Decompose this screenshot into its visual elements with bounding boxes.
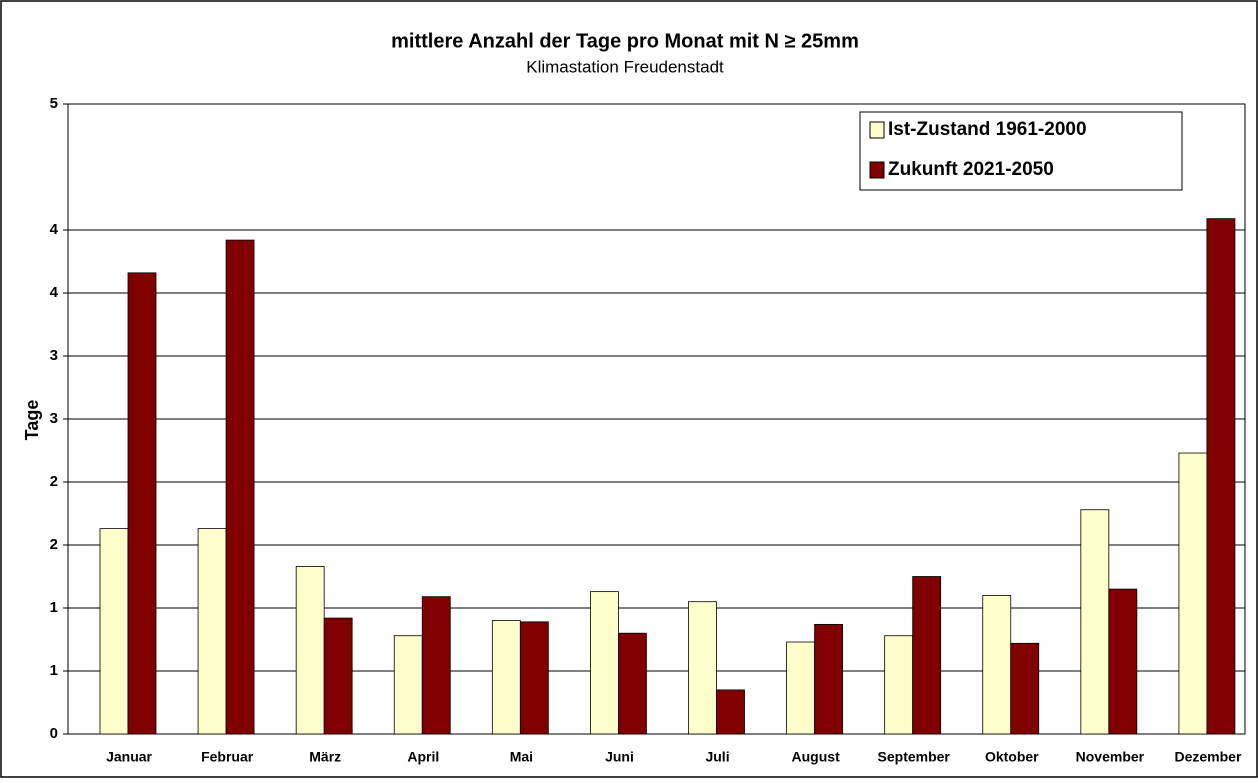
bar — [295, 566, 325, 735]
legend-swatch — [869, 121, 885, 139]
bar — [323, 617, 353, 735]
bar — [716, 689, 745, 735]
y-tick-label: 5 — [50, 95, 58, 112]
y-tick-label: 2 — [50, 473, 58, 490]
y-tick-label: 1 — [50, 599, 58, 616]
x-tick-label: September — [878, 749, 951, 765]
bar — [618, 632, 647, 735]
bar — [197, 528, 227, 735]
plot-frame — [67, 103, 1246, 735]
x-tick-label: Mai — [510, 749, 533, 765]
bar — [912, 576, 942, 735]
bar — [127, 272, 157, 735]
bar — [393, 635, 423, 735]
chart-subtitle: Klimastation Freudenstadt — [526, 57, 724, 76]
x-tick-label: Dezember — [1174, 749, 1241, 765]
legend-swatch — [869, 161, 885, 179]
bar — [1108, 588, 1138, 735]
bar — [421, 596, 451, 735]
x-tick-label: Januar — [106, 749, 152, 765]
bar — [225, 239, 255, 735]
bar — [688, 601, 717, 735]
y-tick-label: 3 — [50, 347, 58, 364]
x-tick-label: Juli — [705, 749, 729, 765]
y-tick-label: 2 — [50, 536, 58, 553]
x-tick-label: Juni — [605, 749, 634, 765]
bar — [519, 621, 549, 735]
bar — [491, 620, 521, 735]
bar — [982, 595, 1012, 735]
x-tick-label: Februar — [201, 749, 254, 765]
y-tick-label: 3 — [50, 410, 58, 427]
x-tick-label: August — [792, 749, 841, 765]
bar — [1206, 218, 1236, 735]
bar — [99, 528, 129, 735]
chart-title: mittlere Anzahl der Tage pro Monat mit N… — [391, 30, 859, 52]
x-tick-label: Oktober — [985, 749, 1039, 765]
bar — [590, 591, 619, 735]
y-axis-label: Tage — [22, 400, 42, 441]
legend-label: Ist-Zustand 1961-2000 — [888, 119, 1087, 140]
x-tick-label: März — [309, 749, 341, 765]
bar — [1178, 452, 1208, 735]
bar — [884, 635, 914, 735]
x-tick-label: April — [407, 749, 439, 765]
bar — [1010, 642, 1040, 735]
legend-label: Zukunft 2021-2050 — [888, 159, 1054, 180]
y-tick-label: 1 — [50, 662, 58, 679]
bar — [1080, 509, 1110, 735]
x-tick-label: November — [1076, 749, 1145, 765]
bar — [786, 641, 815, 735]
y-tick-label: 0 — [50, 725, 58, 742]
legend-box — [859, 111, 1183, 191]
bar — [814, 623, 843, 735]
y-tick-label: 4 — [50, 284, 59, 301]
y-tick-label: 4 — [50, 221, 59, 238]
